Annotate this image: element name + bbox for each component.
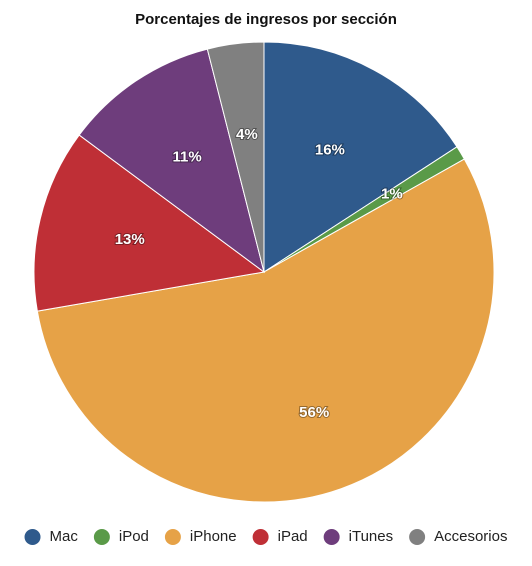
legend-label: iTunes	[349, 528, 393, 545]
legend-label: iPhone	[190, 528, 237, 545]
legend-marker	[252, 529, 269, 545]
value-label: 11%	[173, 148, 202, 165]
legend-label: Accesorios	[434, 528, 507, 545]
value-label: 56%	[299, 404, 329, 421]
pie-slice	[33, 134, 266, 312]
legend-label: iPod	[119, 528, 149, 545]
value-label: 16%	[315, 142, 345, 159]
pie-slice	[263, 41, 458, 273]
legend-marker	[24, 529, 41, 545]
value-label: 13%	[115, 231, 145, 248]
value-label: 4%	[236, 126, 258, 143]
legend-marker	[409, 529, 426, 545]
pie-slice	[78, 48, 265, 274]
chart-title: Porcentajes de ingresos por sección	[135, 11, 397, 28]
pie-slice	[36, 158, 495, 503]
value-label: 1%	[381, 186, 403, 203]
legend-marker	[93, 529, 110, 545]
legend-marker	[323, 529, 340, 545]
pie-slice	[206, 41, 265, 273]
legend-marker	[164, 529, 181, 545]
legend-label: iPad	[278, 528, 308, 545]
legend-label: Mac	[50, 528, 79, 545]
